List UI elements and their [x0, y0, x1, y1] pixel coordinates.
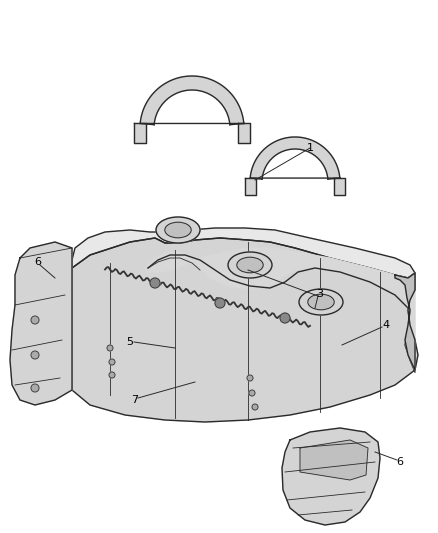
Ellipse shape [228, 252, 272, 278]
Polygon shape [72, 228, 415, 278]
Polygon shape [140, 76, 244, 125]
Ellipse shape [156, 217, 200, 243]
Circle shape [252, 404, 258, 410]
Ellipse shape [299, 289, 343, 315]
Circle shape [215, 298, 225, 308]
Circle shape [31, 316, 39, 324]
Polygon shape [395, 273, 415, 370]
Circle shape [107, 345, 113, 351]
Circle shape [280, 313, 290, 323]
Text: 5: 5 [127, 337, 134, 347]
Circle shape [31, 384, 39, 392]
Polygon shape [134, 124, 146, 143]
Polygon shape [72, 238, 418, 422]
Circle shape [247, 375, 253, 381]
Polygon shape [238, 124, 250, 143]
Polygon shape [300, 440, 368, 480]
Ellipse shape [237, 257, 263, 273]
Text: 4: 4 [382, 320, 389, 330]
Circle shape [249, 390, 255, 396]
Circle shape [31, 351, 39, 359]
Circle shape [150, 278, 160, 288]
Polygon shape [282, 428, 380, 525]
Polygon shape [10, 242, 72, 405]
Polygon shape [335, 178, 345, 195]
Polygon shape [145, 248, 415, 368]
Circle shape [109, 372, 115, 378]
Polygon shape [245, 178, 255, 195]
Text: 1: 1 [307, 143, 314, 153]
Polygon shape [250, 137, 340, 179]
Ellipse shape [308, 294, 334, 310]
Ellipse shape [165, 222, 191, 238]
Text: 6: 6 [396, 457, 403, 467]
Text: 6: 6 [35, 257, 42, 267]
Text: 7: 7 [131, 395, 138, 405]
Circle shape [109, 359, 115, 365]
Text: 3: 3 [317, 289, 324, 299]
